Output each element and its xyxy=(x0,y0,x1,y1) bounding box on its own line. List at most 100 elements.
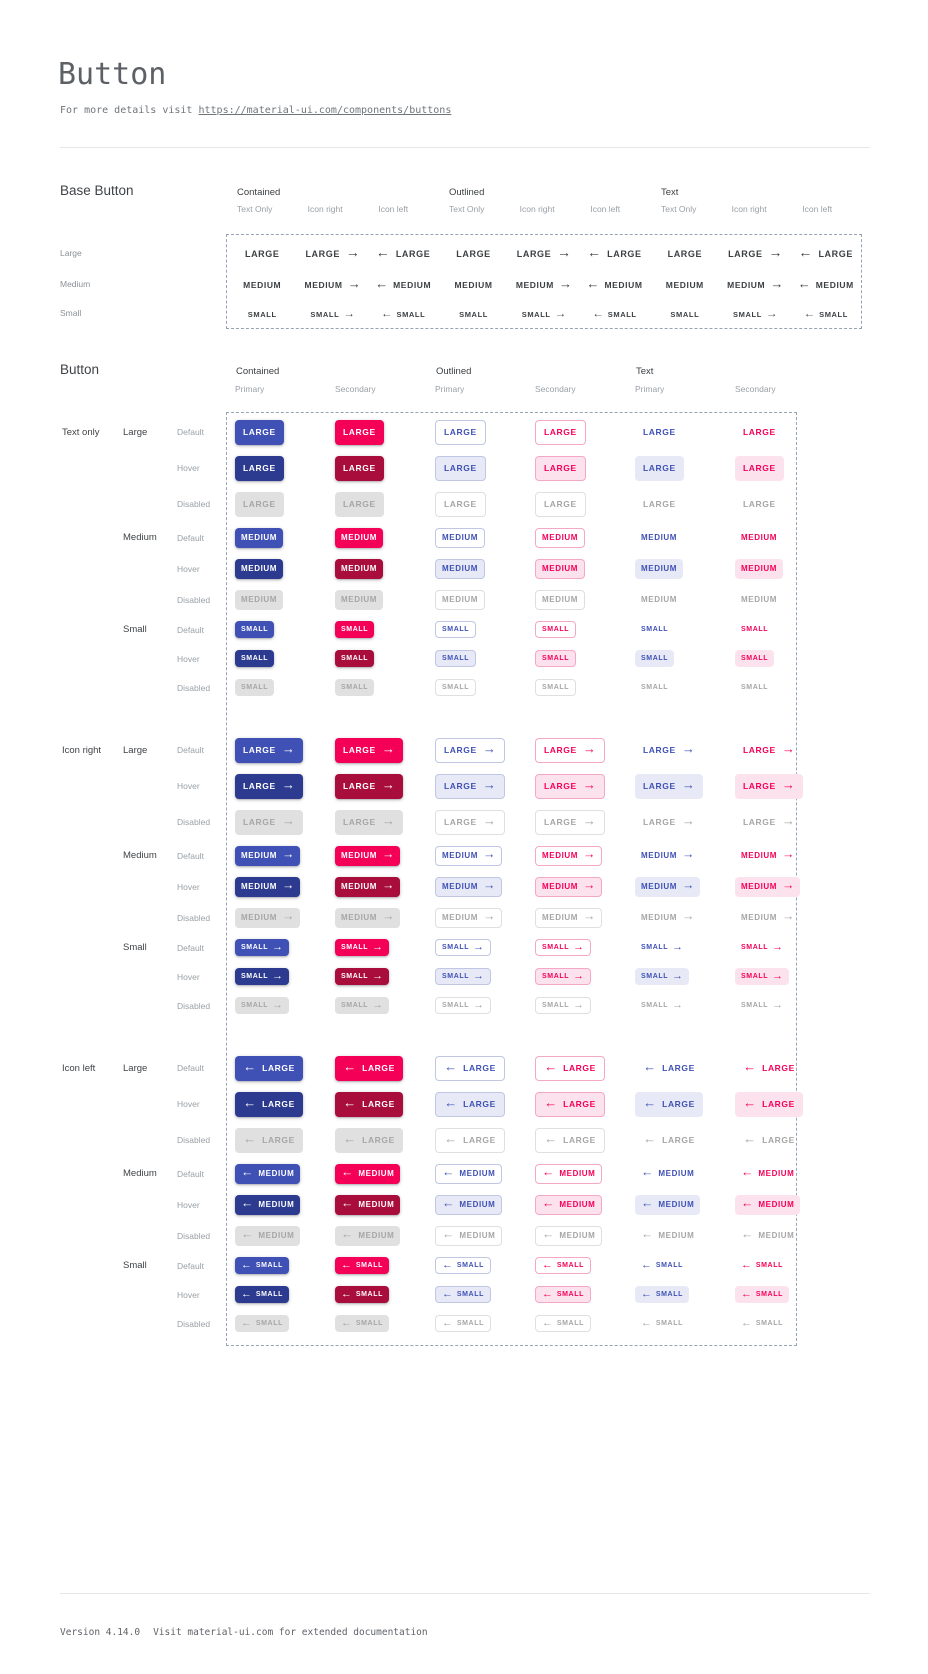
contained-primary-icon-left-large-hover-button[interactable]: ← LARGE xyxy=(235,1091,303,1117)
text-secondary-icon-left-medium-default-button[interactable]: ← MEDIUM xyxy=(735,1164,800,1184)
text-primary-icon-left-large-default-button[interactable]: ← LARGE xyxy=(635,1056,703,1081)
text-primary-text-only-large-default-button[interactable]: LARGE xyxy=(635,420,684,445)
base-contained-text-only-medium-button[interactable]: MEDIUM xyxy=(243,275,281,295)
base-contained-icon-right-large-button[interactable]: LARGE → xyxy=(305,241,359,266)
contained-secondary-icon-left-small-disabled-button[interactable]: ← SMALL xyxy=(335,1315,389,1332)
outlined-primary-icon-left-small-disabled-button[interactable]: ← SMALL xyxy=(435,1315,491,1332)
outlined-primary-icon-right-medium-disabled-button[interactable]: MEDIUM → xyxy=(435,907,503,928)
contained-secondary-icon-right-large-default-button[interactable]: LARGE → xyxy=(335,737,403,763)
contained-secondary-text-only-large-hover-button[interactable]: LARGE xyxy=(335,455,384,481)
contained-secondary-text-only-small-disabled-button[interactable]: SMALL xyxy=(335,679,375,696)
text-primary-text-only-medium-hover-button[interactable]: MEDIUM xyxy=(635,558,684,579)
contained-secondary-icon-right-small-disabled-button[interactable]: SMALL → xyxy=(335,997,389,1014)
base-outlined-icon-left-medium-button[interactable]: ← MEDIUM xyxy=(586,275,642,295)
text-secondary-icon-left-medium-hover-button[interactable]: ← MEDIUM xyxy=(735,1194,801,1215)
outlined-secondary-text-only-medium-default-button[interactable]: MEDIUM xyxy=(535,527,586,548)
base-text-icon-left-medium-button[interactable]: ← MEDIUM xyxy=(798,275,854,295)
contained-primary-text-only-small-hover-button[interactable]: SMALL xyxy=(235,650,275,667)
contained-primary-icon-right-large-disabled-button[interactable]: LARGE → xyxy=(235,809,303,835)
outlined-secondary-icon-right-medium-default-button[interactable]: MEDIUM → xyxy=(535,845,603,866)
contained-primary-icon-left-medium-default-button[interactable]: ← MEDIUM xyxy=(235,1163,301,1184)
text-secondary-icon-right-large-default-button[interactable]: LARGE → xyxy=(735,738,803,763)
base-outlined-icon-left-large-button[interactable]: ← LARGE xyxy=(587,241,641,266)
outlined-primary-icon-right-large-default-button[interactable]: LARGE → xyxy=(435,737,505,763)
text-primary-text-only-small-default-button[interactable]: SMALL xyxy=(635,621,674,638)
text-secondary-icon-left-large-hover-button[interactable]: ← LARGE xyxy=(735,1091,803,1117)
text-primary-icon-left-medium-disabled-button[interactable]: ← MEDIUM xyxy=(635,1226,700,1246)
contained-secondary-icon-right-medium-hover-button[interactable]: MEDIUM → xyxy=(335,876,401,897)
contained-secondary-text-only-large-disabled-button[interactable]: LARGE xyxy=(335,491,384,517)
text-secondary-icon-left-small-default-button[interactable]: ← SMALL xyxy=(735,1257,789,1274)
base-contained-icon-right-small-button[interactable]: SMALL → xyxy=(310,306,354,323)
outlined-secondary-icon-left-large-disabled-button[interactable]: ← LARGE xyxy=(535,1127,605,1153)
outlined-primary-text-only-large-hover-button[interactable]: LARGE xyxy=(435,455,486,481)
contained-secondary-icon-right-large-hover-button[interactable]: LARGE → xyxy=(335,773,403,799)
contained-primary-text-only-small-disabled-button[interactable]: SMALL xyxy=(235,679,275,696)
contained-secondary-icon-right-small-default-button[interactable]: SMALL → xyxy=(335,939,389,956)
outlined-secondary-icon-right-small-disabled-button[interactable]: SMALL → xyxy=(535,997,591,1014)
contained-secondary-icon-left-medium-hover-button[interactable]: ← MEDIUM xyxy=(335,1194,401,1215)
text-primary-text-only-medium-default-button[interactable]: MEDIUM xyxy=(635,528,683,548)
outlined-secondary-icon-left-medium-default-button[interactable]: ← MEDIUM xyxy=(535,1163,603,1184)
outlined-secondary-icon-right-large-hover-button[interactable]: LARGE → xyxy=(535,773,605,799)
base-text-text-only-small-button[interactable]: SMALL xyxy=(670,306,699,323)
outlined-secondary-text-only-large-disabled-button[interactable]: LARGE xyxy=(535,491,586,517)
contained-primary-icon-right-medium-disabled-button[interactable]: MEDIUM → xyxy=(235,907,301,928)
contained-primary-icon-left-large-default-button[interactable]: ← LARGE xyxy=(235,1055,303,1081)
base-outlined-icon-right-large-button[interactable]: LARGE → xyxy=(517,241,571,266)
contained-secondary-icon-left-large-disabled-button[interactable]: ← LARGE xyxy=(335,1127,403,1153)
contained-primary-text-only-large-hover-button[interactable]: LARGE xyxy=(235,455,284,481)
outlined-secondary-text-only-medium-disabled-button[interactable]: MEDIUM xyxy=(535,589,586,610)
text-primary-icon-right-medium-disabled-button[interactable]: MEDIUM → xyxy=(635,908,700,928)
base-outlined-icon-right-medium-button[interactable]: MEDIUM → xyxy=(516,275,572,295)
text-primary-icon-right-small-default-button[interactable]: SMALL → xyxy=(635,939,689,956)
base-text-text-only-large-button[interactable]: LARGE xyxy=(668,241,703,266)
outlined-secondary-icon-left-large-default-button[interactable]: ← LARGE xyxy=(535,1055,605,1081)
text-secondary-text-only-medium-hover-button[interactable]: MEDIUM xyxy=(735,558,784,579)
outlined-secondary-text-only-large-hover-button[interactable]: LARGE xyxy=(535,455,586,481)
base-outlined-icon-right-small-button[interactable]: SMALL → xyxy=(522,306,566,323)
base-contained-icon-left-large-button[interactable]: ← LARGE xyxy=(376,241,430,266)
text-primary-text-only-large-hover-button[interactable]: LARGE xyxy=(635,455,684,481)
outlined-secondary-icon-right-small-default-button[interactable]: SMALL → xyxy=(535,939,591,956)
text-secondary-icon-right-medium-hover-button[interactable]: MEDIUM → xyxy=(735,876,801,897)
text-secondary-text-only-medium-disabled-button[interactable]: MEDIUM xyxy=(735,590,783,610)
base-outlined-text-only-medium-button[interactable]: MEDIUM xyxy=(454,275,492,295)
outlined-primary-text-only-small-disabled-button[interactable]: SMALL xyxy=(435,679,477,696)
text-secondary-icon-left-large-disabled-button[interactable]: ← LARGE xyxy=(735,1128,803,1153)
outlined-secondary-icon-left-medium-disabled-button[interactable]: ← MEDIUM xyxy=(535,1225,603,1246)
text-primary-icon-right-medium-hover-button[interactable]: MEDIUM → xyxy=(635,876,701,897)
base-contained-icon-left-medium-button[interactable]: ← MEDIUM xyxy=(375,275,431,295)
outlined-primary-text-only-medium-disabled-button[interactable]: MEDIUM xyxy=(435,589,486,610)
text-primary-icon-right-small-disabled-button[interactable]: SMALL → xyxy=(635,997,689,1014)
contained-primary-icon-right-small-disabled-button[interactable]: SMALL → xyxy=(235,997,289,1014)
contained-primary-icon-right-medium-hover-button[interactable]: MEDIUM → xyxy=(235,876,301,897)
contained-primary-icon-left-small-disabled-button[interactable]: ← SMALL xyxy=(235,1315,289,1332)
base-contained-icon-right-medium-button[interactable]: MEDIUM → xyxy=(305,275,361,295)
base-text-icon-right-small-button[interactable]: SMALL → xyxy=(733,306,777,323)
text-secondary-text-only-large-disabled-button[interactable]: LARGE xyxy=(735,492,784,517)
base-outlined-icon-left-small-button[interactable]: ← SMALL xyxy=(592,306,636,323)
text-primary-icon-right-small-hover-button[interactable]: SMALL → xyxy=(635,968,689,985)
outlined-secondary-text-only-small-default-button[interactable]: SMALL xyxy=(535,621,577,638)
text-secondary-icon-left-small-hover-button[interactable]: ← SMALL xyxy=(735,1286,789,1303)
text-primary-icon-left-small-hover-button[interactable]: ← SMALL xyxy=(635,1286,689,1303)
contained-primary-icon-left-small-default-button[interactable]: ← SMALL xyxy=(235,1257,289,1274)
subtitle-link[interactable]: https://material-ui.com/components/butto… xyxy=(198,105,452,116)
outlined-primary-icon-right-medium-hover-button[interactable]: MEDIUM → xyxy=(435,876,503,897)
text-secondary-icon-right-large-disabled-button[interactable]: LARGE → xyxy=(735,810,803,835)
base-text-icon-right-large-button[interactable]: LARGE → xyxy=(728,241,782,266)
contained-primary-icon-left-small-hover-button[interactable]: ← SMALL xyxy=(235,1286,289,1303)
outlined-primary-icon-left-small-hover-button[interactable]: ← SMALL xyxy=(435,1286,491,1303)
outlined-primary-icon-left-large-hover-button[interactable]: ← LARGE xyxy=(435,1091,505,1117)
text-primary-icon-left-small-disabled-button[interactable]: ← SMALL xyxy=(635,1315,689,1332)
outlined-primary-text-only-small-default-button[interactable]: SMALL xyxy=(435,621,477,638)
contained-primary-icon-right-small-hover-button[interactable]: SMALL → xyxy=(235,968,289,985)
contained-primary-icon-right-small-default-button[interactable]: SMALL → xyxy=(235,939,289,956)
base-contained-text-only-large-button[interactable]: LARGE xyxy=(245,241,280,266)
text-secondary-icon-left-medium-disabled-button[interactable]: ← MEDIUM xyxy=(735,1226,800,1246)
contained-primary-text-only-large-disabled-button[interactable]: LARGE xyxy=(235,491,284,517)
text-secondary-text-only-large-default-button[interactable]: LARGE xyxy=(735,420,784,445)
outlined-secondary-text-only-small-disabled-button[interactable]: SMALL xyxy=(535,679,577,696)
outlined-primary-icon-left-small-default-button[interactable]: ← SMALL xyxy=(435,1257,491,1274)
